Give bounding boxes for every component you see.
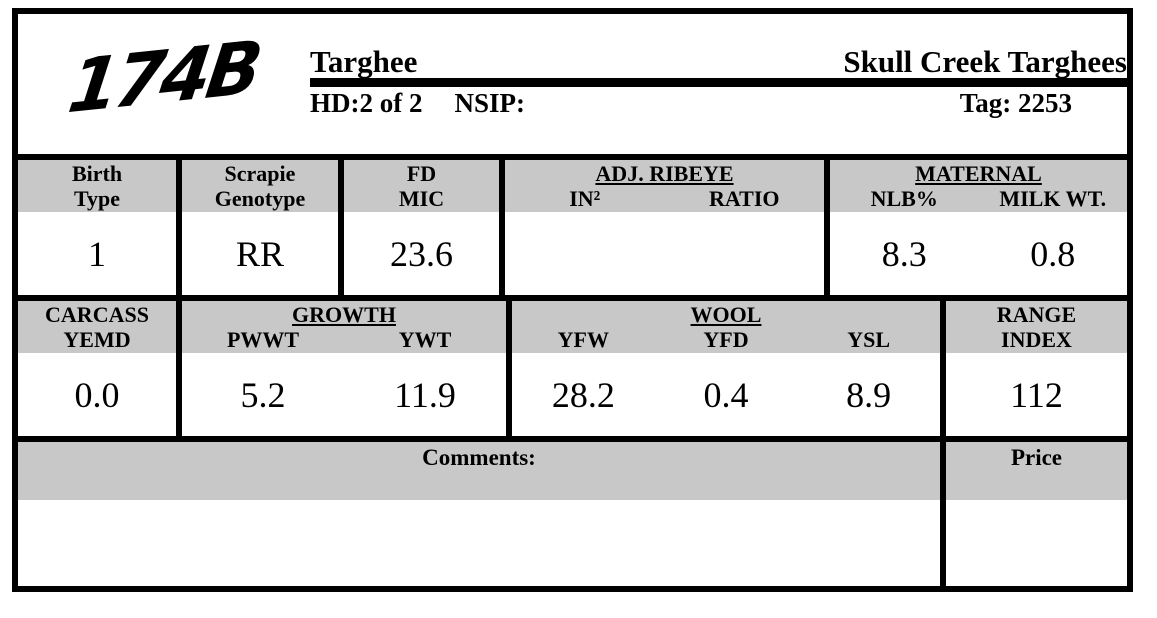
- growth-pwwt-value: 5.2: [240, 374, 286, 415]
- wool-cell: WOOL YFW YFD YSL 28.2 0.4 8.9: [512, 301, 940, 436]
- wool-col-yfd: YFD: [703, 326, 749, 352]
- epd-row-1: Birth Type 1 Scrapie Genotype RR FD MIC: [18, 160, 1127, 295]
- birth-type-header: Birth Type: [18, 160, 176, 212]
- cell-divider: [940, 301, 946, 436]
- tag-number: Tag: 2253: [959, 88, 1072, 118]
- adj-ribeye-col-in2: IN²: [569, 185, 601, 211]
- scrapie-label-2: Genotype: [214, 185, 306, 211]
- row-divider: [18, 154, 1127, 160]
- adj-ribeye-subheaders: IN² RATIO: [505, 185, 824, 212]
- birth-type-cell: Birth Type 1: [18, 160, 176, 295]
- card-header: 174B Targhee Skull Creek Targhees HD:2 o…: [18, 14, 1127, 154]
- price-cell: Price: [946, 442, 1127, 586]
- birth-type-value: 1: [18, 212, 176, 295]
- wool-yfd-value: 0.4: [703, 374, 749, 415]
- cell-divider: [499, 160, 505, 295]
- fd-mic-value: 23.6: [344, 212, 499, 295]
- birth-type-label-1: Birth: [71, 161, 123, 186]
- wool-col-yfw: YFW: [557, 326, 609, 352]
- carcass-value: 0.0: [18, 353, 176, 436]
- price-header: Price: [946, 442, 1127, 500]
- wool-subheaders: YFW YFD YSL: [512, 326, 940, 353]
- maternal-cell: MATERNAL NLB% MILK WT. 8.3 0.8: [830, 160, 1127, 295]
- growth-col-pwwt: PWWT: [226, 326, 300, 352]
- carcass-label-2: YEMD: [63, 326, 131, 352]
- comments-header: Comments:: [18, 442, 940, 500]
- price-value-area: [946, 500, 1127, 586]
- adj-ribeye-values: [505, 212, 824, 295]
- range-index-header: RANGE INDEX: [946, 301, 1127, 353]
- wool-values: 28.2 0.4 8.9: [512, 353, 940, 436]
- header-bottom-row: HD:2 of 2 NSIP: Tag: 2253: [310, 87, 1127, 154]
- card-frame: 174B Targhee Skull Creek Targhees HD:2 o…: [12, 8, 1133, 592]
- epd-row-2: CARCASS YEMD 0.0 GROWTH PWWT YWT 5.2 11.…: [18, 301, 1127, 436]
- growth-col-ywt: YWT: [398, 326, 452, 352]
- cell-divider: [176, 301, 182, 436]
- growth-title: GROWTH: [292, 302, 396, 327]
- maternal-col-milkwt: MILK WT.: [999, 185, 1107, 211]
- fd-mic-header: FD MIC: [344, 160, 499, 212]
- carcass-label-1: CARCASS: [45, 302, 149, 327]
- wool-ysl-value: 8.9: [846, 374, 892, 415]
- row-divider: [18, 295, 1127, 301]
- wool-col-ysl: YSL: [847, 326, 891, 352]
- growth-subheaders: PWWT YWT: [182, 326, 506, 353]
- fd-mic-label-1: FD: [406, 161, 437, 186]
- breed-name: Targhee: [310, 44, 418, 79]
- scrapie-label-1: Scrapie: [224, 161, 296, 186]
- cell-divider: [176, 160, 182, 295]
- header-right: Targhee Skull Creek Targhees HD:2 of 2 N…: [310, 14, 1127, 154]
- maternal-subheaders: NLB% MILK WT.: [830, 185, 1127, 212]
- wool-header: WOOL YFW YFD YSL: [512, 301, 940, 353]
- scrapie-value: RR: [182, 212, 338, 295]
- hd-nsip-group: HD:2 of 2 NSIP:: [310, 90, 525, 117]
- range-index-cell: RANGE INDEX 112: [946, 301, 1127, 436]
- adj-ribeye-col-ratio: RATIO: [709, 185, 780, 211]
- growth-ywt-value: 11.9: [394, 374, 456, 415]
- header-top-row: Targhee Skull Creek Targhees: [310, 14, 1127, 78]
- scrapie-header: Scrapie Genotype: [182, 160, 338, 212]
- cell-divider: [506, 301, 512, 436]
- comments-cell: Comments:: [18, 442, 940, 586]
- maternal-title: MATERNAL: [915, 161, 1042, 186]
- maternal-values: 8.3 0.8: [830, 212, 1127, 295]
- growth-cell: GROWTH PWWT YWT 5.2 11.9: [182, 301, 506, 436]
- wool-yfw-value: 28.2: [551, 374, 615, 415]
- maternal-milkwt-value: 0.8: [1030, 233, 1076, 274]
- birth-type-label-2: Type: [73, 185, 121, 211]
- maternal-nlb-value: 8.3: [881, 233, 927, 274]
- comments-value-area: [18, 500, 940, 586]
- logo-box: 174B: [18, 14, 310, 154]
- nsip-label: NSIP:: [454, 88, 525, 118]
- fd-mic-label-2: MIC: [398, 185, 445, 211]
- header-divider-line: [310, 78, 1127, 87]
- adj-ribeye-header: ADJ. RIBEYE IN² RATIO: [505, 160, 824, 212]
- growth-header: GROWTH PWWT YWT: [182, 301, 506, 353]
- hd-count: HD:2 of 2: [310, 88, 423, 118]
- cell-divider: [338, 160, 344, 295]
- footer-row: Comments: Price: [18, 442, 1127, 586]
- cell-divider: [824, 160, 830, 295]
- range-index-label-1: RANGE: [996, 302, 1077, 327]
- cell-divider: [940, 442, 946, 586]
- carcass-header: CARCASS YEMD: [18, 301, 176, 353]
- wool-title: WOOL: [690, 302, 762, 327]
- maternal-col-nlb: NLB%: [870, 185, 938, 211]
- scrapie-cell: Scrapie Genotype RR: [182, 160, 338, 295]
- growth-values: 5.2 11.9: [182, 353, 506, 436]
- adj-ribeye-title: ADJ. RIBEYE: [595, 161, 734, 186]
- ranch-name: Skull Creek Targhees: [843, 44, 1127, 79]
- adj-ribeye-cell: ADJ. RIBEYE IN² RATIO: [505, 160, 824, 295]
- range-index-label-2: INDEX: [1001, 326, 1072, 352]
- maternal-header: MATERNAL NLB% MILK WT.: [830, 160, 1127, 212]
- range-index-value: 112: [946, 353, 1127, 436]
- fd-mic-cell: FD MIC 23.6: [344, 160, 499, 295]
- row-divider: [18, 436, 1127, 442]
- lot-number-logo: 174B: [63, 24, 265, 130]
- carcass-cell: CARCASS YEMD 0.0: [18, 301, 176, 436]
